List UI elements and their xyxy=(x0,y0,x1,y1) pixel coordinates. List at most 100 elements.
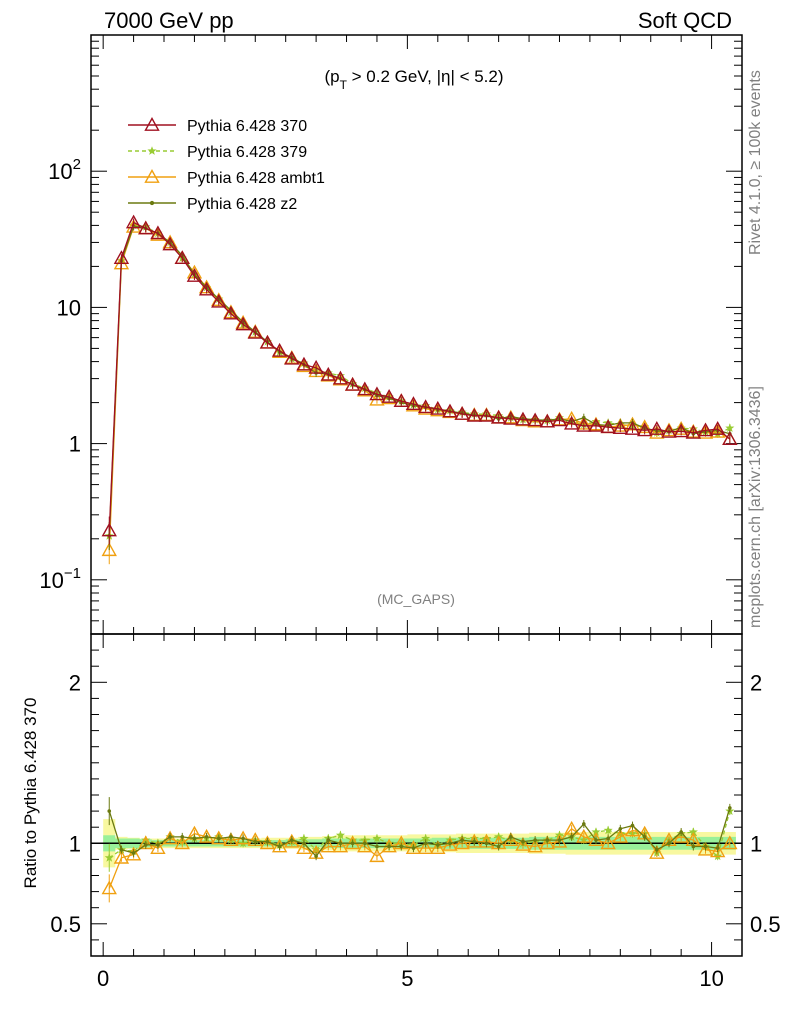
triangle-marker xyxy=(527,838,543,853)
triangle-marker xyxy=(211,293,227,308)
dot-marker xyxy=(642,835,647,839)
triangle-marker xyxy=(381,389,397,403)
triangle-marker xyxy=(369,848,385,863)
triangle-marker xyxy=(174,835,190,850)
star-marker xyxy=(104,853,114,862)
dot-marker xyxy=(180,835,185,839)
dot-marker xyxy=(229,835,233,839)
triangle-marker xyxy=(308,359,324,374)
triangle-marker xyxy=(369,386,385,401)
dot-marker xyxy=(545,838,550,842)
dot-marker xyxy=(350,841,355,846)
dot-marker xyxy=(302,841,306,846)
dot-marker xyxy=(107,809,112,813)
rivet-version-label: Rivet 4.1.0, ≥ 100k events xyxy=(747,70,764,255)
star-marker xyxy=(238,838,248,848)
dot-marker xyxy=(460,838,464,842)
dot-marker xyxy=(277,844,282,849)
triangle-marker xyxy=(198,281,215,296)
dot-marker xyxy=(606,836,610,841)
dot-marker xyxy=(149,200,155,206)
triangle-marker xyxy=(515,836,531,851)
triangle-marker xyxy=(344,376,361,391)
dot-marker xyxy=(679,830,683,834)
triangle-marker xyxy=(503,410,519,425)
triangle-marker xyxy=(709,843,726,858)
triangle-marker xyxy=(612,420,629,434)
ratio-y-tick-label-right: 2 xyxy=(750,670,762,695)
triangle-marker xyxy=(576,417,592,432)
triangle-marker xyxy=(673,423,689,438)
triangle-marker xyxy=(405,396,422,410)
triangle-marker xyxy=(125,214,142,229)
triangle-marker xyxy=(430,840,446,855)
dot-marker xyxy=(569,835,574,839)
triangle-marker xyxy=(539,413,555,428)
triangle-marker xyxy=(223,832,239,846)
dot-marker xyxy=(594,838,598,842)
dot-marker xyxy=(448,841,452,846)
dot-marker xyxy=(509,835,513,839)
x-tick-label: 0 xyxy=(97,966,109,991)
legend-label: Pythia 6.428 379 xyxy=(187,144,307,161)
dot-marker xyxy=(143,843,148,847)
dot-marker xyxy=(216,836,221,841)
legend-label: Pythia 6.428 ambt1 xyxy=(187,170,325,187)
star-marker xyxy=(725,423,735,432)
header-left-title: 7000 GeV pp xyxy=(104,8,234,33)
triangle-marker xyxy=(588,417,604,432)
y-tick-label: 1 xyxy=(69,432,81,457)
triangle-marker xyxy=(357,838,373,853)
dot-marker xyxy=(314,854,318,858)
triangle-marker xyxy=(357,381,373,396)
triangle-marker xyxy=(539,835,555,850)
dot-marker xyxy=(435,843,440,847)
triangle-marker xyxy=(697,841,714,856)
dot-marker xyxy=(557,838,562,842)
triangle-marker xyxy=(223,305,239,320)
y-tick-label: 102 xyxy=(48,156,81,184)
star-marker xyxy=(688,827,698,836)
ratio-y-tick-label: 1 xyxy=(69,831,81,856)
dot-marker xyxy=(618,827,623,831)
dot-marker xyxy=(728,806,732,810)
triangle-marker xyxy=(162,830,178,845)
triangle-marker xyxy=(466,407,482,422)
triangle-marker xyxy=(722,835,738,850)
triangle-marker xyxy=(722,431,738,445)
header-right-title: Soft QCD xyxy=(638,8,732,33)
dot-marker xyxy=(338,841,343,846)
dot-marker xyxy=(119,847,124,852)
triangle-marker xyxy=(454,406,470,420)
dot-marker xyxy=(192,836,197,841)
triangle-marker xyxy=(685,424,702,439)
analysis-watermark: (MC_GAPS) xyxy=(377,591,455,607)
triangle-marker xyxy=(515,411,531,426)
triangle-marker xyxy=(576,828,592,843)
triangle-marker xyxy=(551,833,568,848)
dot-marker xyxy=(703,844,708,849)
triangle-marker xyxy=(430,400,446,415)
triangle-marker xyxy=(113,849,130,864)
star-marker xyxy=(603,825,613,835)
ratio-y-tick-label-right: 0.5 xyxy=(750,912,781,937)
dot-marker xyxy=(326,838,331,842)
triangle-marker xyxy=(649,421,665,435)
triangle-marker xyxy=(417,840,434,855)
y-tick-exponent: −1 xyxy=(64,565,81,582)
dot-marker xyxy=(533,838,537,842)
triangle-marker xyxy=(150,225,166,240)
triangle-marker xyxy=(442,403,458,418)
legend: Pythia 6.428 370 Pythia 6.428 379 Pythia 6… xyxy=(128,117,325,213)
triangle-marker xyxy=(600,835,616,850)
triangle-marker xyxy=(563,415,580,430)
x-tick-label: 10 xyxy=(699,966,723,991)
star-marker xyxy=(421,833,431,843)
dot-marker xyxy=(691,844,696,849)
main-series-line xyxy=(108,226,731,551)
legend-label: Pythia 6.428 370 xyxy=(187,118,307,135)
y-tick-label: 10−1 xyxy=(39,565,81,593)
star-marker xyxy=(299,833,309,843)
